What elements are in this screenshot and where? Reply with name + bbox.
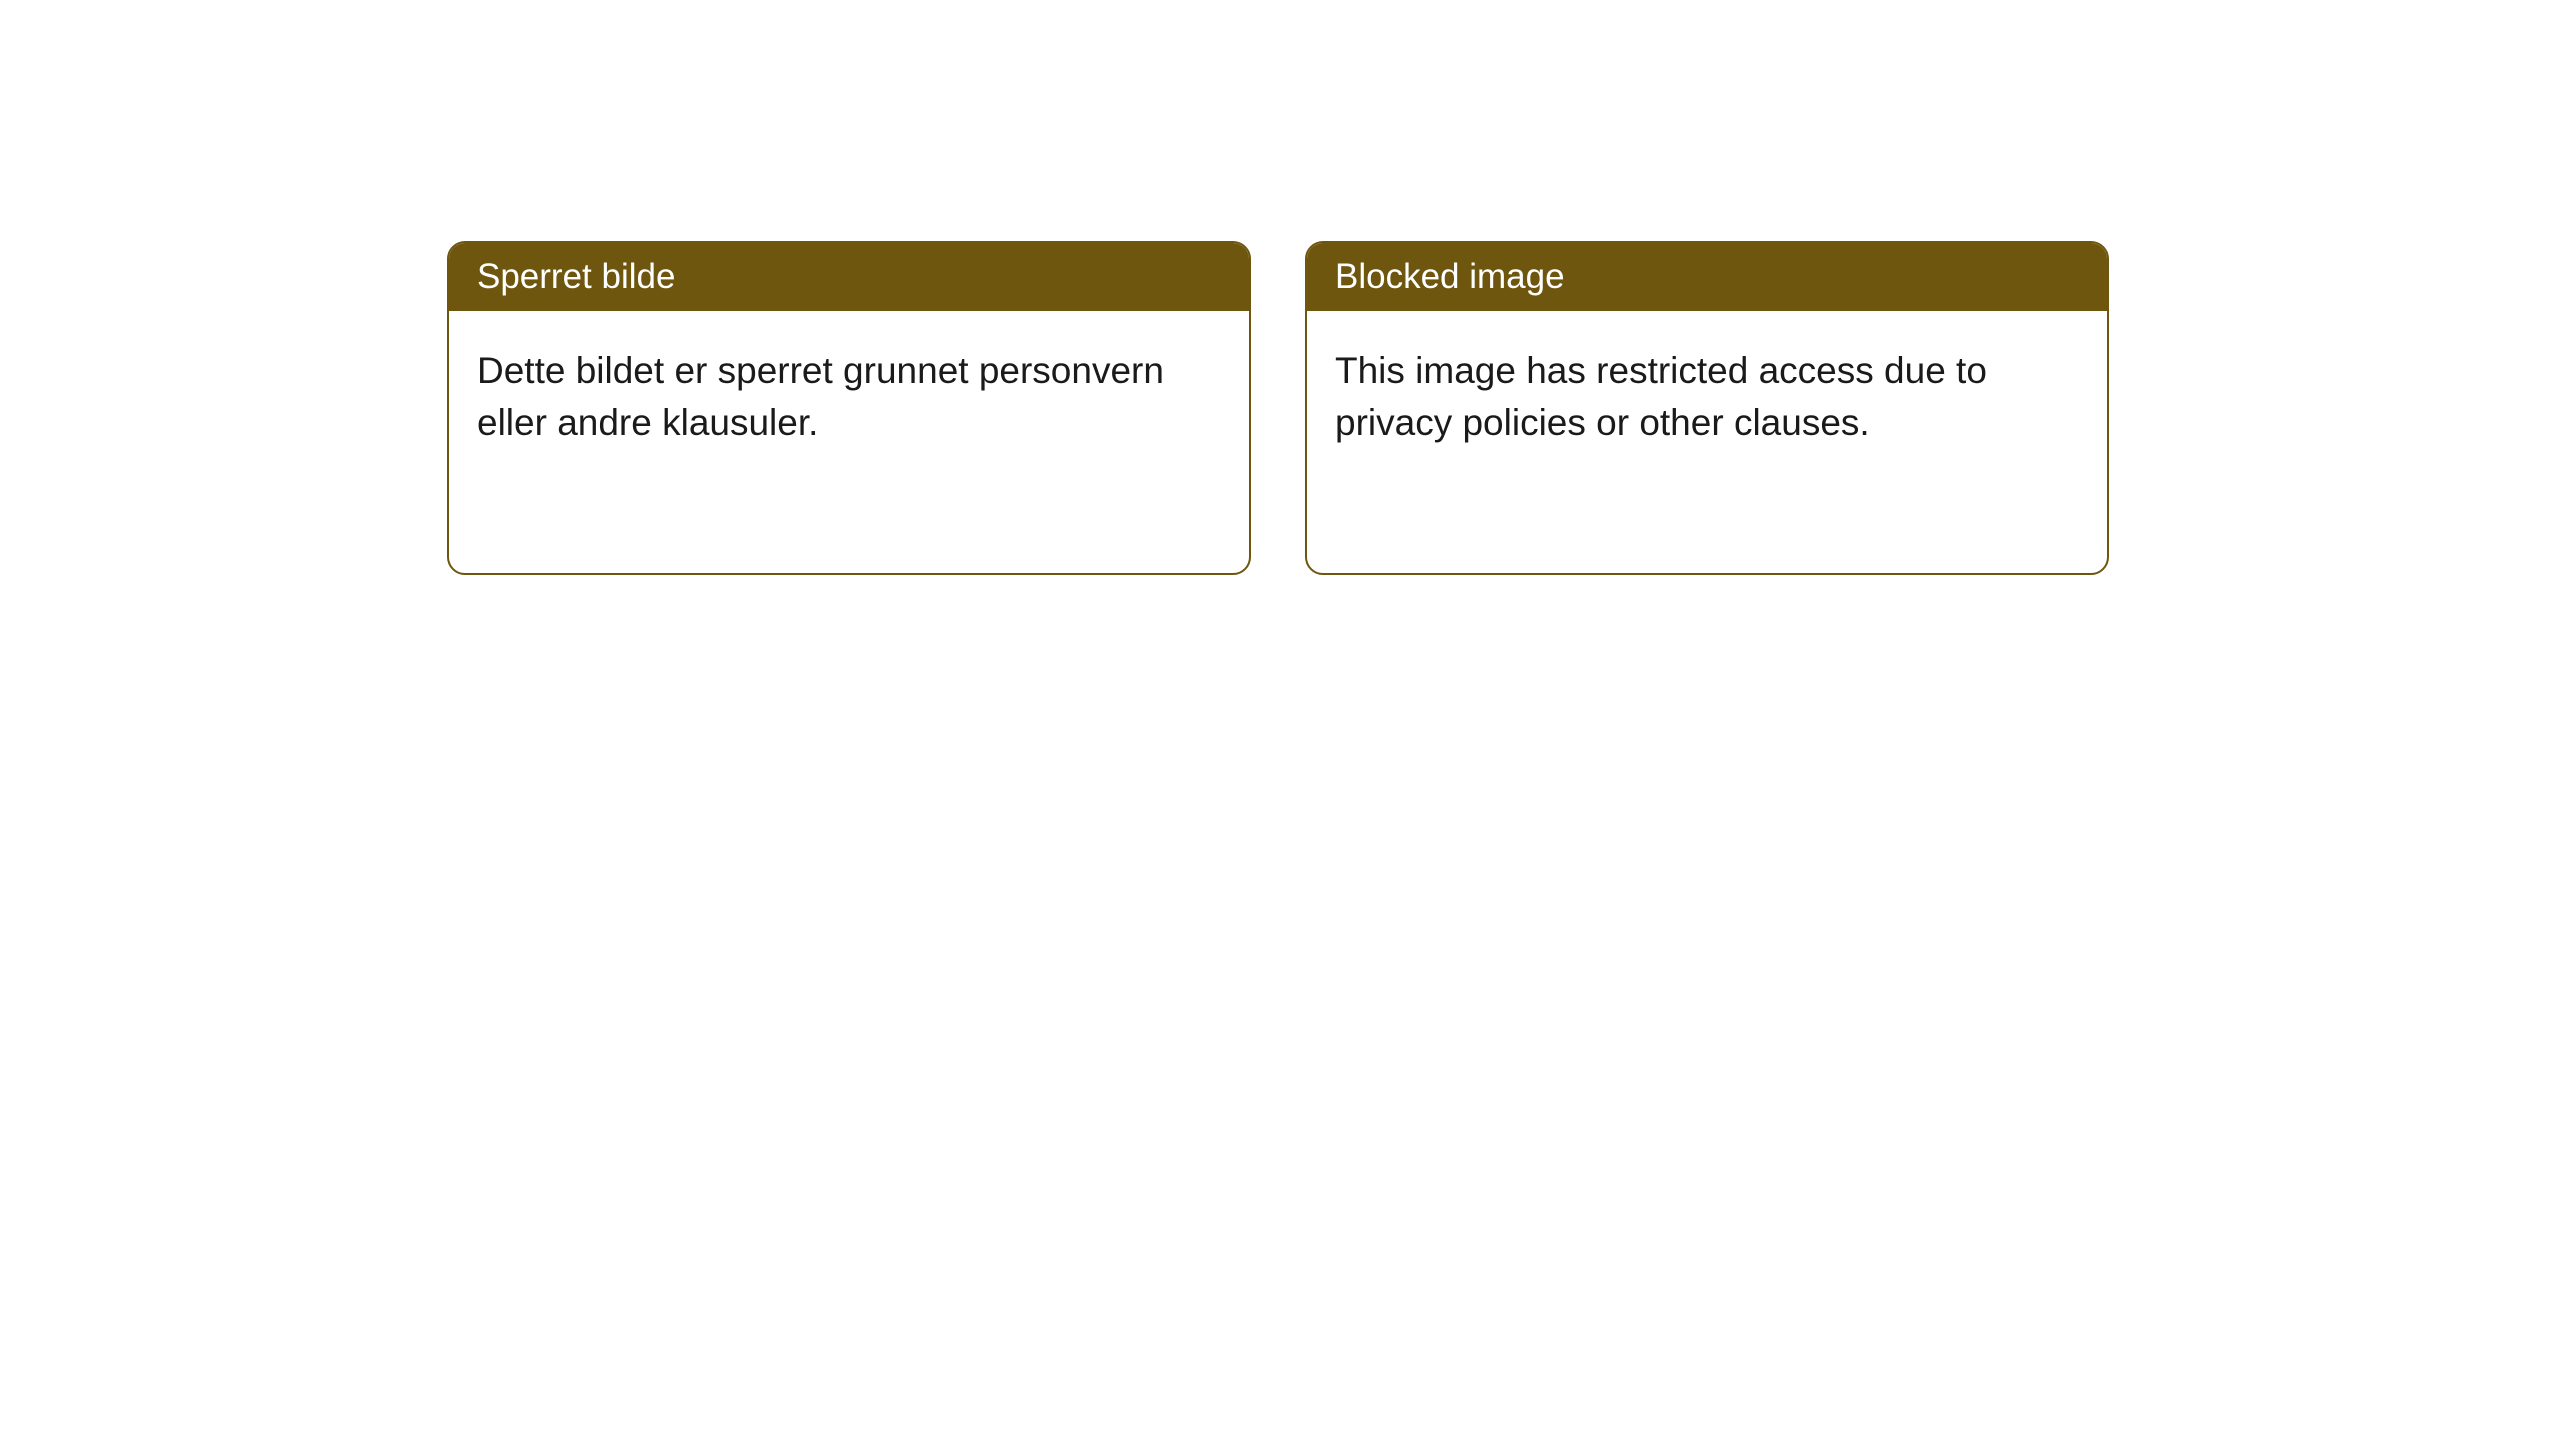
notice-body: This image has restricted access due to … <box>1307 311 2107 483</box>
notice-card-english: Blocked image This image has restricted … <box>1305 241 2109 575</box>
notice-header: Sperret bilde <box>449 243 1249 311</box>
notice-body-text: This image has restricted access due to … <box>1335 350 1987 443</box>
notice-body: Dette bildet er sperret grunnet personve… <box>449 311 1249 483</box>
notice-card-norwegian: Sperret bilde Dette bildet er sperret gr… <box>447 241 1251 575</box>
notice-title: Blocked image <box>1335 257 1565 296</box>
notice-header: Blocked image <box>1307 243 2107 311</box>
notice-body-text: Dette bildet er sperret grunnet personve… <box>477 350 1164 443</box>
notice-container: Sperret bilde Dette bildet er sperret gr… <box>0 0 2560 575</box>
notice-title: Sperret bilde <box>477 257 675 296</box>
